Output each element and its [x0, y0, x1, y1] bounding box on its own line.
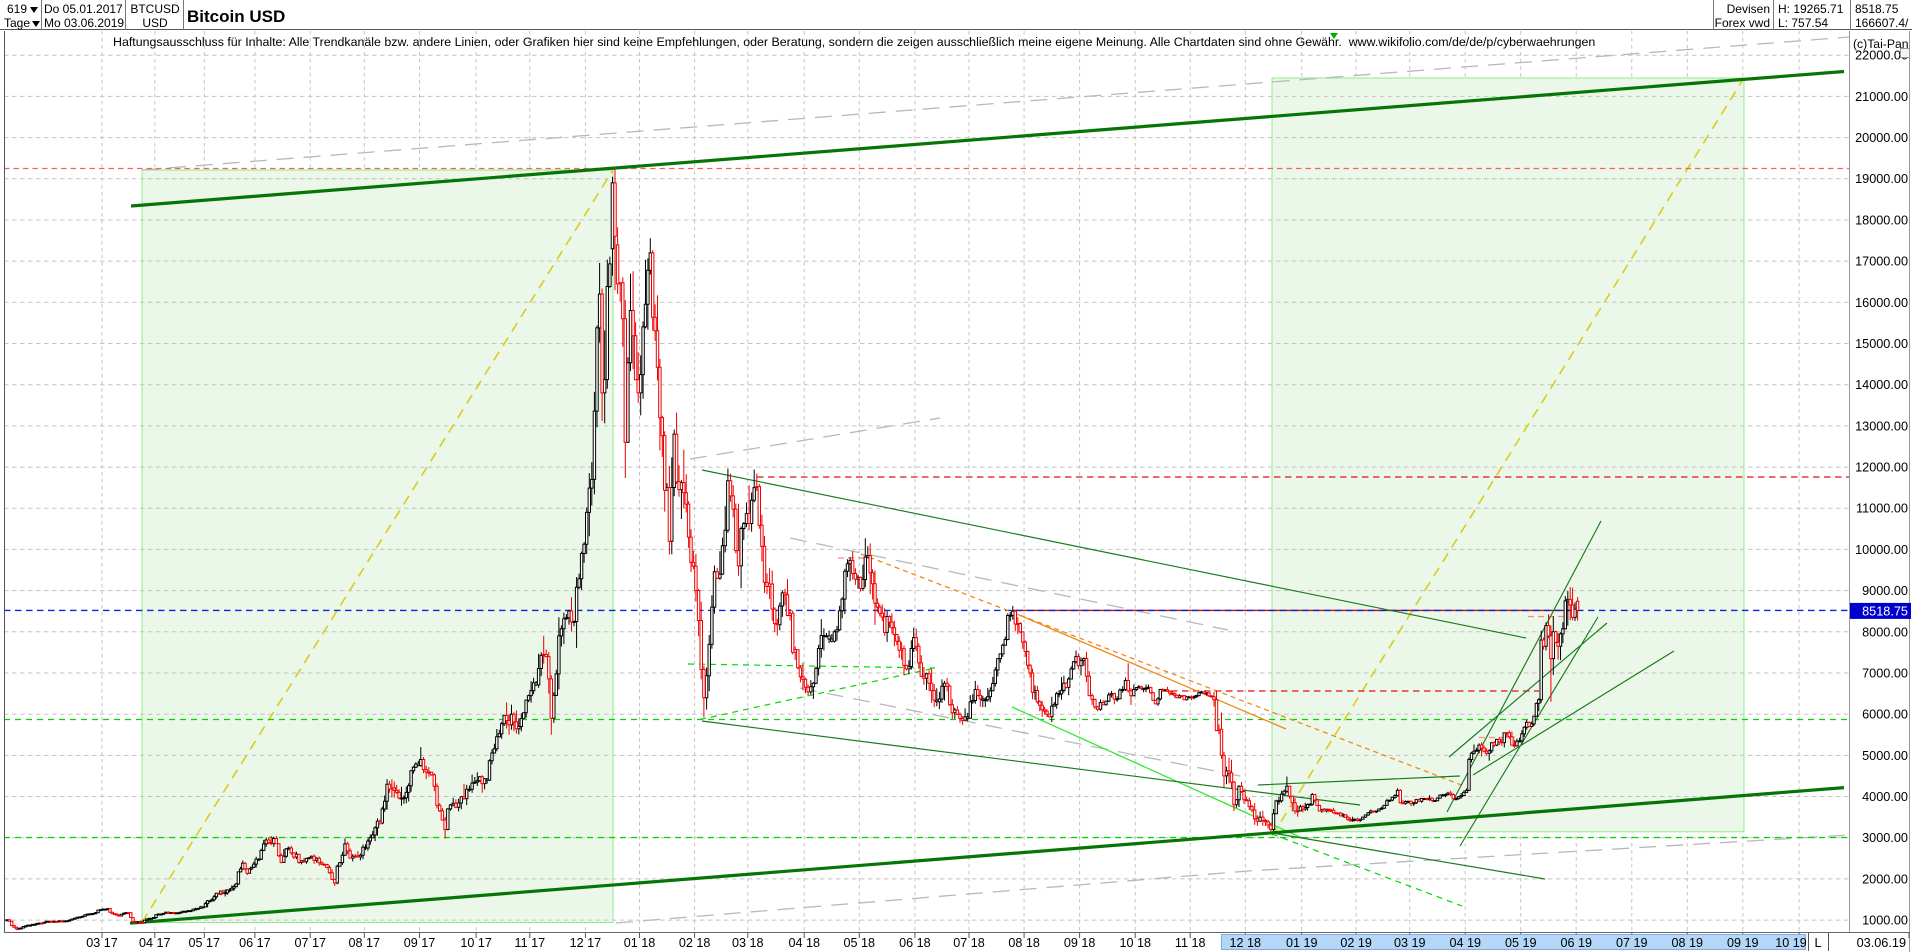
svg-text:05 19: 05 19	[1505, 936, 1537, 950]
svg-text:01 18: 01 18	[624, 936, 656, 950]
svg-text:04 19: 04 19	[1449, 936, 1481, 950]
svg-text:15000.00: 15000.00	[1855, 337, 1908, 351]
svg-text:16000.00: 16000.00	[1855, 296, 1908, 310]
svg-text:06 18: 06 18	[899, 936, 931, 950]
svg-text:13000.00: 13000.00	[1855, 419, 1908, 433]
svg-text:10 18: 10 18	[1119, 936, 1151, 950]
svg-text:09 17: 09 17	[404, 936, 436, 950]
svg-text:09 18: 09 18	[1064, 936, 1096, 950]
svg-text:07 18: 07 18	[953, 936, 985, 950]
svg-text:12 18: 12 18	[1230, 936, 1262, 950]
svg-text:22000.00: 22000.00	[1855, 49, 1908, 63]
svg-text:05 18: 05 18	[844, 936, 876, 950]
svg-text:07 17: 07 17	[294, 936, 326, 950]
svg-text:(c)Tai-Pan: (c)Tai-Pan	[1853, 37, 1909, 51]
svg-text:04 17: 04 17	[139, 936, 171, 950]
svg-text:09 19: 09 19	[1727, 936, 1759, 950]
svg-text:19000.00: 19000.00	[1855, 172, 1908, 186]
svg-text:L: L	[1814, 936, 1821, 950]
svg-text:10 17: 10 17	[460, 936, 492, 950]
svg-text:03 18: 03 18	[732, 936, 764, 950]
svg-text:08 17: 08 17	[349, 936, 381, 950]
svg-text:01 19: 01 19	[1286, 936, 1318, 950]
svg-text:8518.75: 8518.75	[1862, 605, 1908, 619]
svg-text:6000.00: 6000.00	[1862, 708, 1908, 722]
svg-text:11 18: 11 18	[1175, 936, 1206, 950]
svg-text:02 18: 02 18	[679, 936, 711, 950]
svg-text:03 19: 03 19	[1394, 936, 1426, 950]
svg-text:3000.00: 3000.00	[1862, 831, 1908, 845]
svg-text:08 18: 08 18	[1008, 936, 1040, 950]
svg-text:18000.00: 18000.00	[1855, 213, 1908, 227]
svg-text:03.06.19: 03.06.19	[1857, 936, 1906, 950]
svg-text:20000.00: 20000.00	[1855, 131, 1908, 145]
svg-text:2000.00: 2000.00	[1862, 872, 1908, 886]
svg-text:17000.00: 17000.00	[1855, 255, 1908, 269]
svg-text:02 19: 02 19	[1340, 936, 1372, 950]
svg-text:9000.00: 9000.00	[1862, 584, 1908, 598]
svg-text:7000.00: 7000.00	[1862, 667, 1908, 681]
svg-text:11 17: 11 17	[515, 936, 546, 950]
svg-text:10000.00: 10000.00	[1855, 543, 1908, 557]
svg-text:03 17: 03 17	[86, 936, 118, 950]
svg-text:07 19: 07 19	[1616, 936, 1648, 950]
svg-text:04 18: 04 18	[788, 936, 820, 950]
svg-text:06 19: 06 19	[1560, 936, 1592, 950]
svg-text:5000.00: 5000.00	[1862, 749, 1908, 763]
svg-text:12000.00: 12000.00	[1855, 461, 1908, 475]
svg-text:12 17: 12 17	[570, 936, 602, 950]
svg-text:05 17: 05 17	[189, 936, 221, 950]
svg-text:06 17: 06 17	[239, 936, 271, 950]
svg-text:8000.00: 8000.00	[1862, 625, 1908, 639]
svg-text:10 19: 10 19	[1775, 936, 1807, 950]
svg-text:11000.00: 11000.00	[1856, 502, 1908, 516]
svg-text:4000.00: 4000.00	[1862, 790, 1908, 804]
svg-text:1000.00: 1000.00	[1862, 914, 1908, 928]
svg-text:14000.00: 14000.00	[1855, 378, 1908, 392]
svg-text:21000.00: 21000.00	[1855, 90, 1908, 104]
svg-text:08 19: 08 19	[1672, 936, 1704, 950]
